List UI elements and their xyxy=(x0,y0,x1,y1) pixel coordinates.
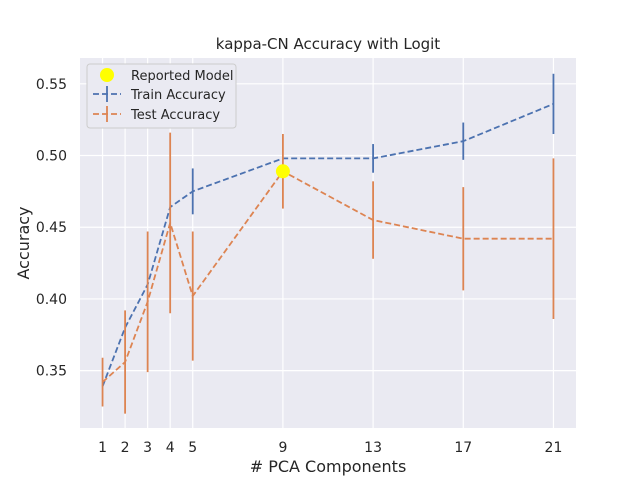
x-axis-label: # PCA Components xyxy=(250,457,407,476)
legend-box xyxy=(86,63,237,129)
x-tick-label: 17 xyxy=(454,440,472,456)
x-tick-label: 9 xyxy=(278,440,287,456)
legend-label-reported-model: Reported Model xyxy=(131,69,234,84)
chart-title: kappa-CN Accuracy with Logit xyxy=(216,35,441,53)
series-layer xyxy=(101,73,555,414)
y-tick-label: 0.35 xyxy=(36,364,67,380)
x-tick-label: 2 xyxy=(121,440,130,456)
legend-label-test: Test Accuracy xyxy=(130,108,220,123)
x-tick-label: 5 xyxy=(188,440,197,456)
reported-model-marker xyxy=(275,164,290,179)
x-tick-label: 3 xyxy=(143,440,152,456)
tick-labels: 1 2 3 4 5 9 13 17 21 0.35 0.40 0.45 0.50 0.55 xyxy=(36,77,563,456)
x-tick-label: 4 xyxy=(166,440,175,456)
x-tick-label: 1 xyxy=(98,440,107,456)
y-axis-label: Accuracy xyxy=(14,206,33,279)
legend-marker-reported-model xyxy=(100,68,114,82)
y-tick-label: 0.45 xyxy=(36,220,67,236)
legend: Reported Model Train Accuracy Test Accur… xyxy=(86,63,237,129)
y-tick-label: 0.40 xyxy=(36,292,67,308)
x-tick-label: 13 xyxy=(364,440,382,456)
legend-label-train: Train Accuracy xyxy=(130,88,226,103)
y-tick-label: 0.55 xyxy=(36,77,67,93)
y-tick-label: 0.50 xyxy=(36,149,67,165)
x-tick-label: 21 xyxy=(545,440,563,456)
